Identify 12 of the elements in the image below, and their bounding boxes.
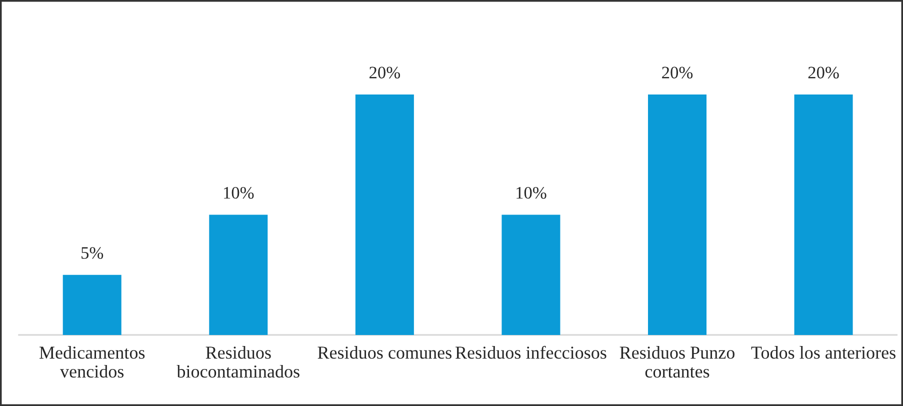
data-label: 20% [370, 66, 400, 79]
x-tick-label: Residuos comunes [318, 346, 452, 359]
x-tick-label: Residuos infecciosos [456, 346, 606, 359]
data-label: 5% [82, 247, 104, 259]
data-label: 20% [662, 66, 693, 79]
x-tick-label: Residuos biocontaminados [176, 346, 300, 378]
data-label: 10% [224, 186, 254, 199]
data-label: 10% [516, 186, 546, 199]
x-tick-label: Residuos Punzo cortantes [620, 346, 734, 378]
x-tick-label: Medicamentos vencidos [39, 346, 145, 378]
data-label: 20% [808, 66, 839, 79]
x-tick-label: Todos los anteriores [751, 346, 896, 359]
